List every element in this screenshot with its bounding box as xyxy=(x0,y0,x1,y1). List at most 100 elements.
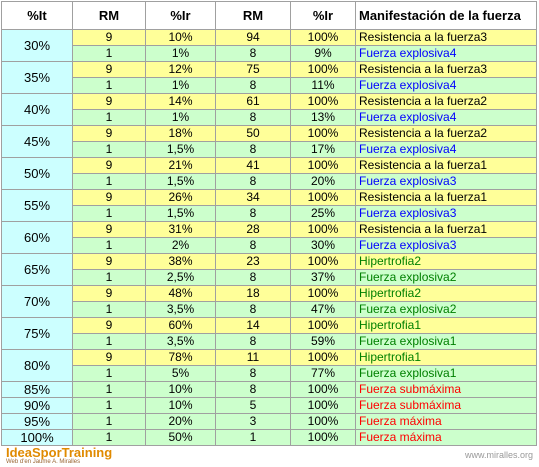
table-row: 70% 9 48% 18 100% Hipertrofia2 xyxy=(1,285,537,318)
it-cell: 80% xyxy=(1,349,73,382)
it-cell: 90% xyxy=(1,397,73,414)
manifestation-cell: Fuerza submáxima xyxy=(355,381,537,398)
value-cell: 1,5% xyxy=(145,205,216,222)
it-cell: 95% xyxy=(1,413,73,430)
value-cell: 100% xyxy=(290,349,356,366)
table-body: 30% 9 10% 94 100% Resistencia a la fuerza3 1 1%… xyxy=(1,29,537,446)
manifestation-cell: Fuerza máxima xyxy=(355,429,537,446)
header-cell: Manifestación de la fuerza xyxy=(355,1,537,30)
value-cell: 61 xyxy=(215,93,291,110)
header-cell: RM xyxy=(72,1,146,30)
table-row: 40% 9 14% 61 100% Resistencia a la fuerza2 xyxy=(1,93,537,126)
value-cell: 10% xyxy=(145,397,216,414)
table-row: 1 1,5% 8 20% Fuerza explosiva3 xyxy=(2,173,537,190)
value-cell: 1 xyxy=(72,429,146,446)
value-cell: 100% xyxy=(290,317,356,334)
it-cell: 70% xyxy=(1,285,73,318)
value-cell: 5% xyxy=(145,365,216,382)
manifestation-cell: Fuerza explosiva4 xyxy=(355,77,537,94)
value-cell: 1 xyxy=(72,269,146,286)
value-cell: 13% xyxy=(290,109,356,126)
manifestation-cell: Resistencia a la fuerza1 xyxy=(355,157,537,174)
header-row: %It RM %Ir RM %Ir Manifestación de la fuerza xyxy=(1,1,537,30)
logo: IdeaSporTraining xyxy=(6,445,113,460)
manifestation-cell: Fuerza explosiva3 xyxy=(355,237,537,254)
value-cell: 41 xyxy=(215,157,291,174)
it-cell: 50% xyxy=(1,157,73,190)
value-cell: 3,5% xyxy=(145,301,216,318)
header-cell: %It xyxy=(1,1,73,30)
it-cell: 40% xyxy=(1,93,73,126)
value-cell: 100% xyxy=(290,221,356,238)
value-cell: 100% xyxy=(290,61,356,78)
value-cell: 60% xyxy=(145,317,216,334)
value-cell: 100% xyxy=(290,397,356,414)
table-row: 1 3,5% 8 47% Fuerza explosiva2 xyxy=(2,301,537,318)
manifestation-cell: Fuerza explosiva1 xyxy=(355,333,537,350)
table-row: 35% 9 12% 75 100% Resistencia a la fuerza3 xyxy=(1,61,537,94)
value-cell: 11% xyxy=(290,77,356,94)
value-cell: 9 xyxy=(72,317,146,334)
value-cell: 1 xyxy=(72,397,146,414)
manifestation-cell: Resistencia a la fuerza1 xyxy=(355,189,537,206)
value-cell: 10% xyxy=(145,381,216,398)
table-row: 1 2,5% 8 37% Fuerza explosiva2 xyxy=(2,269,537,286)
value-cell: 1,5% xyxy=(145,141,216,158)
table-row: 1 5% 8 77% Fuerza explosiva1 xyxy=(2,365,537,382)
value-cell: 1 xyxy=(72,205,146,222)
value-cell: 9% xyxy=(290,45,356,62)
value-cell: 17% xyxy=(290,141,356,158)
value-cell: 34 xyxy=(215,189,291,206)
value-cell: 100% xyxy=(290,285,356,302)
table-row: 1 1% 8 9% Fuerza explosiva4 xyxy=(2,45,537,62)
table-row: 100% 1 50% 1 100% Fuerza máxima xyxy=(1,429,537,446)
header-cell: %Ir xyxy=(290,1,356,30)
value-cell: 8 xyxy=(215,205,291,222)
value-cell: 8 xyxy=(215,269,291,286)
value-cell: 14% xyxy=(145,93,216,110)
value-cell: 8 xyxy=(215,381,291,398)
value-cell: 100% xyxy=(290,189,356,206)
value-cell: 9 xyxy=(72,61,146,78)
value-cell: 1 xyxy=(72,365,146,382)
manifestation-cell: Fuerza explosiva3 xyxy=(355,173,537,190)
value-cell: 78% xyxy=(145,349,216,366)
manifestation-cell: Hipertrofia1 xyxy=(355,349,537,366)
value-cell: 9 xyxy=(72,221,146,238)
value-cell: 28 xyxy=(215,221,291,238)
table-row: 1 1% 8 13% Fuerza explosiva4 xyxy=(2,109,537,126)
value-cell: 2,5% xyxy=(145,269,216,286)
it-cell: 55% xyxy=(1,189,73,222)
table-row: 1 2% 8 30% Fuerza explosiva3 xyxy=(2,237,537,254)
manifestation-cell: Hipertrofia2 xyxy=(355,253,537,270)
value-cell: 9 xyxy=(72,349,146,366)
manifestation-cell: Resistencia a la fuerza3 xyxy=(355,29,537,46)
value-cell: 3,5% xyxy=(145,333,216,350)
value-cell: 12% xyxy=(145,61,216,78)
manifestation-cell: Resistencia a la fuerza2 xyxy=(355,125,537,142)
value-cell: 59% xyxy=(290,333,356,350)
manifestation-cell: Resistencia a la fuerza2 xyxy=(355,93,537,110)
value-cell: 1,5% xyxy=(145,173,216,190)
value-cell: 9 xyxy=(72,157,146,174)
value-cell: 26% xyxy=(145,189,216,206)
manifestation-cell: Fuerza submáxima xyxy=(355,397,537,414)
value-cell: 1 xyxy=(72,381,146,398)
value-cell: 14 xyxy=(215,317,291,334)
it-cell: 85% xyxy=(1,381,73,398)
header-cell: RM xyxy=(215,1,291,30)
value-cell: 1 xyxy=(72,333,146,350)
table-row: 50% 9 21% 41 100% Resistencia a la fuerza1 xyxy=(1,157,537,190)
value-cell: 1 xyxy=(72,173,146,190)
table-row: 30% 9 10% 94 100% Resistencia a la fuerza3 xyxy=(1,29,537,62)
value-cell: 1 xyxy=(72,413,146,430)
value-cell: 25% xyxy=(290,205,356,222)
value-cell: 8 xyxy=(215,333,291,350)
manifestation-cell: Hipertrofia2 xyxy=(355,285,537,302)
table-row: 75% 9 60% 14 100% Hipertrofia1 xyxy=(1,317,537,350)
value-cell: 48% xyxy=(145,285,216,302)
manifestation-cell: Fuerza explosiva1 xyxy=(355,365,537,382)
footer: IdeaSporTraining Web d'en Jaume A. Miral… xyxy=(0,444,539,467)
value-cell: 8 xyxy=(215,365,291,382)
manifestation-cell: Fuerza explosiva3 xyxy=(355,205,537,222)
